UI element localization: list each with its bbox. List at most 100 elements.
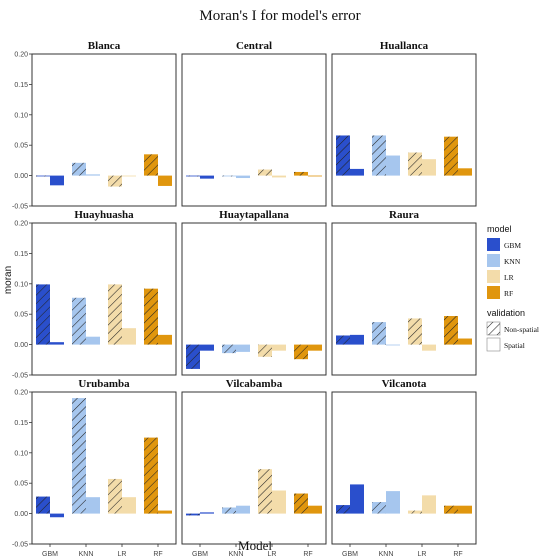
bar-vilcanota-gbm-non-spatial-hatch xyxy=(336,505,350,514)
bar-huallanca-lr-non-spatial-hatch xyxy=(408,152,422,176)
x-tick-label: GBM xyxy=(192,551,208,557)
panel-huayhuasha: Huayhuasha -0.05 0.00 0.05 0.10 0.15 0.20 xyxy=(12,209,177,380)
legend: model GBM KNN LR RF validation Non-spatial Spat… xyxy=(486,224,539,352)
bar-blanca-lr-spatial xyxy=(122,175,136,177)
panel-title: Vilcanota xyxy=(382,378,427,390)
bar-huayhuasha-lr-non-spatial-hatch xyxy=(108,284,122,345)
y-tick-label: 0.00 xyxy=(14,342,28,349)
legend-swatch-rf xyxy=(487,286,500,299)
panel-title: Vilcabamba xyxy=(226,378,283,390)
panel-title: Huayhuasha xyxy=(74,209,134,221)
x-tick-label: RF xyxy=(303,551,312,557)
y-tick-label: 0.20 xyxy=(14,52,28,59)
bar-vilcabamba-rf-non-spatial-hatch xyxy=(294,493,308,514)
bar-raura-gbm-non-spatial-hatch xyxy=(336,335,350,345)
bar-vilcabamba-lr-spatial xyxy=(272,490,286,514)
y-tick-label: 0.00 xyxy=(14,511,28,518)
legend-swatch-lr xyxy=(487,270,500,283)
bar-huayhuasha-knn-spatial xyxy=(86,336,100,345)
y-tick-label: 0.10 xyxy=(14,450,28,457)
x-tick-label: RF xyxy=(153,551,162,557)
bar-central-knn-non-spatial-hatch xyxy=(222,175,236,177)
legend-label-rf: RF xyxy=(504,289,513,298)
bar-huallanca-knn-spatial xyxy=(386,155,400,176)
bar-blanca-rf-spatial xyxy=(158,175,172,186)
panel-huaytapallana: Huaytapallana xyxy=(181,209,327,376)
bar-vilcanota-gbm-spatial xyxy=(350,484,364,514)
y-tick-label: 0.00 xyxy=(14,173,28,180)
bar-raura-lr-spatial xyxy=(422,344,436,351)
y-tick-label: -0.05 xyxy=(12,204,28,211)
y-tick-label: -0.05 xyxy=(12,542,28,549)
bar-urubamba-lr-spatial xyxy=(122,497,136,514)
panel-title: Raura xyxy=(389,209,419,221)
legend-label-knn: KNN xyxy=(504,257,521,266)
bar-huaytapallana-gbm-non-spatial-hatch xyxy=(186,344,200,369)
legend-swatch-knn xyxy=(487,254,500,267)
x-axis-label: Model xyxy=(238,538,272,553)
bar-vilcanota-knn-spatial xyxy=(386,491,400,514)
bar-huayhuasha-rf-non-spatial-hatch xyxy=(144,288,158,345)
bar-vilcabamba-knn-spatial xyxy=(236,505,250,514)
bar-central-knn-spatial xyxy=(236,175,250,179)
bar-huayhuasha-gbm-spatial xyxy=(50,342,64,345)
panel-title: Urubamba xyxy=(78,378,130,390)
panel-title: Huaytapallana xyxy=(219,209,289,221)
panel-frame xyxy=(181,391,327,545)
y-tick-label: 0.15 xyxy=(14,251,28,258)
panel-raura: Raura xyxy=(331,209,477,376)
bar-blanca-gbm-non-spatial-hatch xyxy=(36,175,50,177)
y-tick-label: 0.05 xyxy=(14,481,28,488)
bar-huallanca-lr-spatial xyxy=(422,159,436,176)
bar-central-rf-non-spatial-hatch xyxy=(294,171,308,176)
bar-urubamba-rf-spatial xyxy=(158,510,172,514)
x-tick-label: GBM xyxy=(342,551,358,557)
y-axis-label: moran xyxy=(3,266,14,294)
bar-vilcanota-rf-spatial xyxy=(458,505,472,514)
legend-validation-title: validation xyxy=(487,308,525,318)
legend-swatch-spatial xyxy=(486,337,501,352)
bar-raura-knn-spatial xyxy=(386,344,400,346)
panel-frame xyxy=(331,391,477,545)
y-tick-label: 0.20 xyxy=(14,221,28,228)
bar-raura-knn-non-spatial-hatch xyxy=(372,322,386,345)
y-tick-label: 0.05 xyxy=(14,143,28,150)
bar-vilcanota-knn-non-spatial-hatch xyxy=(372,502,386,514)
bar-vilcabamba-gbm-spatial xyxy=(200,512,214,514)
y-tick-label: 0.15 xyxy=(14,420,28,427)
x-tick-label: GBM xyxy=(42,551,58,557)
bar-vilcabamba-rf-spatial xyxy=(308,505,322,514)
bar-huallanca-gbm-non-spatial-hatch xyxy=(336,135,350,176)
bar-huaytapallana-rf-non-spatial-hatch xyxy=(294,344,308,360)
bar-blanca-gbm-spatial xyxy=(50,175,64,186)
bar-urubamba-knn-non-spatial-hatch xyxy=(72,398,86,514)
x-tick-label: KNN xyxy=(229,551,244,557)
x-tick-label: LR xyxy=(418,551,427,557)
bar-huaytapallana-knn-spatial xyxy=(236,344,250,352)
legend-swatch-hatch xyxy=(487,322,500,335)
bar-huallanca-rf-non-spatial-hatch xyxy=(444,136,458,176)
bar-huaytapallana-gbm-spatial xyxy=(200,344,214,351)
legend-label-non-spatial: Non-spatial xyxy=(504,325,539,334)
bar-urubamba-gbm-spatial xyxy=(50,513,64,518)
x-tick-label: KNN xyxy=(379,551,394,557)
legend-model-title: model xyxy=(487,224,512,234)
bar-vilcanota-rf-non-spatial-hatch xyxy=(444,505,458,514)
bar-urubamba-knn-spatial xyxy=(86,497,100,514)
bar-central-gbm-non-spatial-hatch xyxy=(186,175,200,177)
panel-frame xyxy=(331,53,477,207)
bar-blanca-knn-spatial xyxy=(86,174,100,176)
x-tick-label: LR xyxy=(268,551,277,557)
y-tick-label: 0.05 xyxy=(14,312,28,319)
bar-blanca-knn-non-spatial-hatch xyxy=(72,162,86,176)
bar-vilcabamba-lr-non-spatial-hatch xyxy=(258,469,272,514)
x-tick-label: RF xyxy=(453,551,462,557)
x-tick-label: KNN xyxy=(79,551,94,557)
y-tick-label: 0.10 xyxy=(14,281,28,288)
bar-vilcabamba-gbm-non-spatial-hatch xyxy=(186,513,200,516)
chart-title: Moran's I for model's error xyxy=(199,8,360,24)
legend-label-spatial: Spatial xyxy=(504,341,525,350)
bar-raura-lr-non-spatial-hatch xyxy=(408,318,422,345)
panel-title: Blanca xyxy=(88,40,121,52)
